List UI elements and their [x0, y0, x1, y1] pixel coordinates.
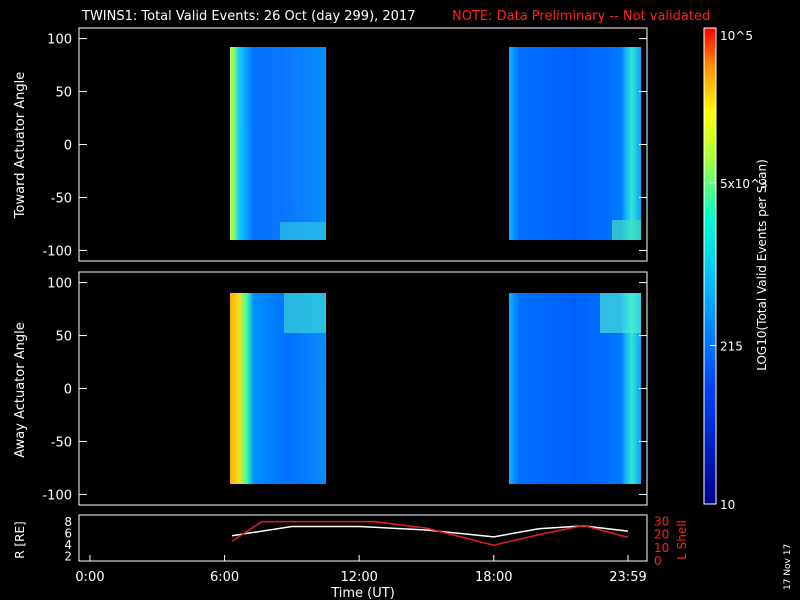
colorbar-gradient	[703, 27, 717, 505]
away-block-2-hotspot	[600, 293, 641, 333]
ytick-label: -100	[42, 488, 72, 503]
xtick-label: 6:00	[210, 570, 239, 585]
toward-block-2	[509, 47, 641, 240]
toward-ylabel: Toward Actuator Angle	[13, 72, 28, 219]
ytick-label: -50	[51, 191, 72, 206]
away-panel: 100 50 0 -50 -100 Away Actuator Angle	[13, 271, 648, 506]
lshell-series-line	[231, 520, 629, 547]
away-block-1-hotspot	[284, 293, 326, 333]
away-ylabel: Away Actuator Angle	[13, 322, 28, 457]
toward-block-1	[230, 47, 326, 240]
colorbar: 10 215 5x10^3 10^5 LOG10(Total Valid Events…	[703, 27, 769, 512]
toward-block-2-hotspot	[612, 220, 641, 240]
orbit-ytick-label: 4	[64, 538, 72, 552]
orbit-xlabel: Time (UT)	[330, 586, 395, 600]
ytick-label: 100	[47, 33, 72, 48]
orbit-ytick-label: 6	[64, 526, 72, 540]
orbit-ylabel: R [RE]	[13, 521, 27, 558]
colorbar-label: LOG10(Total Valid Events per Scan)	[755, 159, 769, 371]
colorbar-tick-label: 5x10^3	[720, 177, 768, 191]
xtick-label: 18:00	[475, 570, 512, 585]
toward-block-1-hotspot	[280, 222, 326, 240]
ytick-label: 50	[55, 330, 72, 345]
chart-title: TWINS1: Total Valid Events: 26 Oct (day …	[81, 9, 416, 24]
orbit-ytick-label: 2	[64, 549, 72, 563]
ytick-label: 100	[47, 277, 72, 292]
orbit-y2tick-label: 10	[654, 541, 669, 555]
colorbar-tick-label: 10^5	[720, 29, 753, 43]
xtick-label: 23:59	[609, 570, 646, 585]
xtick-label: 12:00	[340, 570, 377, 585]
xtick-label: 0:00	[75, 570, 104, 585]
toward-panel: 100 50 0 -50 -100 Toward Actuator Angle	[13, 27, 648, 262]
ytick-label: -100	[42, 244, 72, 259]
orbit-ytick-label: 8	[64, 515, 72, 529]
ytick-label: 0	[64, 139, 72, 154]
ytick-label: 50	[55, 86, 72, 101]
orbit-y2tick-label: 20	[654, 528, 669, 542]
orbit-y2tick-label: 30	[654, 515, 669, 529]
ytick-label: -50	[51, 435, 72, 450]
orbit-y2tick-label: 0	[654, 554, 662, 568]
colorbar-tick-label: 10	[720, 498, 735, 512]
ytick-label: 0	[64, 383, 72, 398]
date-stamp: 17 Nov 17	[783, 544, 793, 590]
orbit-y2label: L Shell	[675, 520, 689, 560]
colorbar-tick-label: 215	[720, 339, 743, 353]
preliminary-note: NOTE: Data Preliminary -- Not validated	[452, 9, 710, 24]
r-series-line	[231, 525, 629, 538]
